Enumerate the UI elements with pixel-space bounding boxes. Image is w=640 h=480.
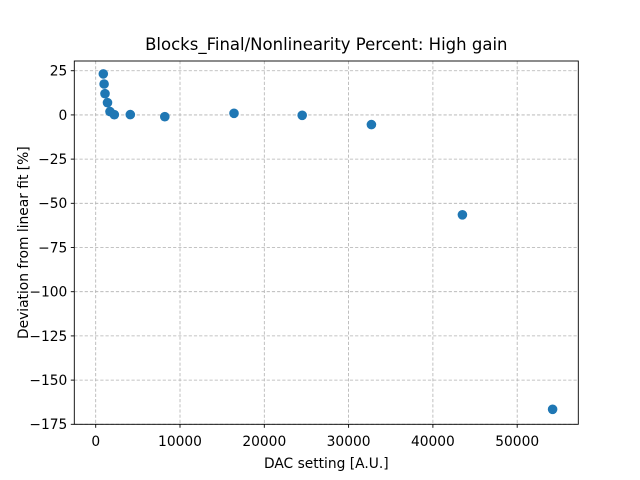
data-point [297,110,308,121]
data-point [547,404,558,415]
x-tick-label: 40000 [411,434,455,450]
y-tick-label: 0 [59,108,68,124]
y-tick-label: −150 [29,373,67,389]
y-axis-label: Deviation from linear fit [%] [16,146,32,339]
x-tick-label: 50000 [495,434,539,450]
y-tick-label: 25 [50,64,68,80]
data-point [457,210,468,220]
data-point [100,88,110,99]
x-tick-label: 0 [91,434,100,450]
data-point [98,69,109,79]
tick-labels: 0 10000 20000 30000 40000 50000 25 0 −25 −50 −75 −1… [29,64,539,450]
x-tick-label: 20000 [242,434,286,450]
y-tick-label: −50 [38,196,67,212]
y-tick-label: −175 [29,417,67,433]
chart-title: Blocks_Final/Nonlinearity Percent: High … [145,35,507,55]
x-tick-label: 30000 [327,434,371,450]
data-point [125,109,136,120]
data-point [102,97,113,108]
y-tick-label: −100 [29,285,67,301]
scatter-points [98,69,558,415]
data-point [160,111,170,122]
x-axis-label: DAC setting [A.U.] [264,456,389,472]
y-tick-label: −25 [38,152,67,168]
x-tick-label: 10000 [158,434,202,450]
plot-frame [73,60,579,425]
data-point [229,108,239,119]
y-tick-label: −75 [38,240,67,256]
data-point [366,119,377,130]
y-tick-label: −125 [29,329,67,345]
data-point [99,79,109,89]
axis-ticks [70,70,518,428]
data-point [109,109,120,120]
gridlines [74,61,579,425]
